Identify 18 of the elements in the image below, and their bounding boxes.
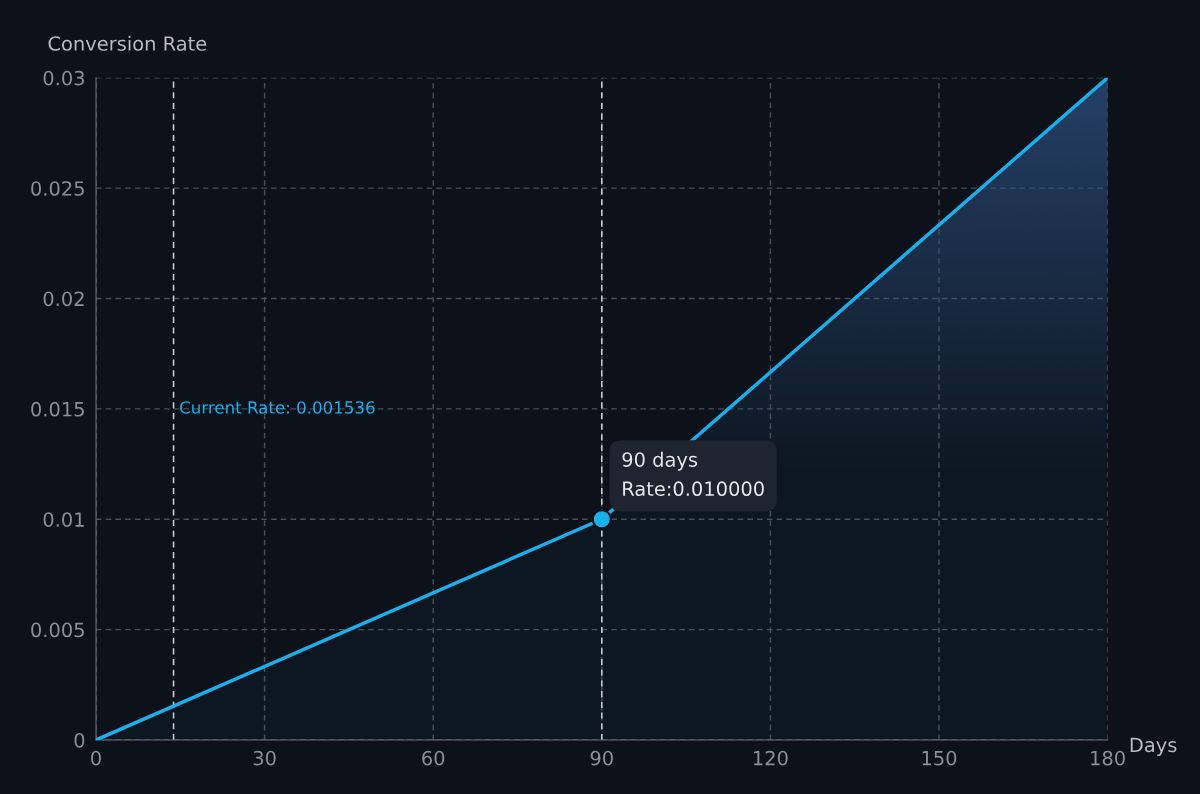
x-tick-label: 0 [91, 750, 101, 766]
y-tick-label: 0.03 [43, 70, 85, 86]
y-tick-label: 0.015 [31, 401, 84, 417]
x-tick-label: 90 [590, 750, 613, 766]
y-tick-label: 0 [74, 732, 85, 748]
y-axis-title: Conversion Rate [48, 35, 207, 51]
x-tick-label: 150 [922, 750, 957, 766]
y-tick-label: 0.025 [31, 181, 84, 196]
x-tick-label: 60 [422, 750, 445, 766]
x-tick-label: 30 [253, 750, 276, 766]
annotation: 90 days Rate:0.010000 [622, 451, 764, 497]
x-tick-label: 180 [1091, 750, 1125, 766]
annotation: Current Rate: 0.001536 [180, 401, 375, 414]
x-tick-label: 120 [753, 750, 788, 766]
y-tick-label: 0.005 [31, 622, 84, 638]
x-axis-title: Days [1130, 737, 1177, 757]
y-tick-label: 0.01 [43, 512, 84, 527]
y-tick-label: 0.02 [43, 291, 84, 307]
